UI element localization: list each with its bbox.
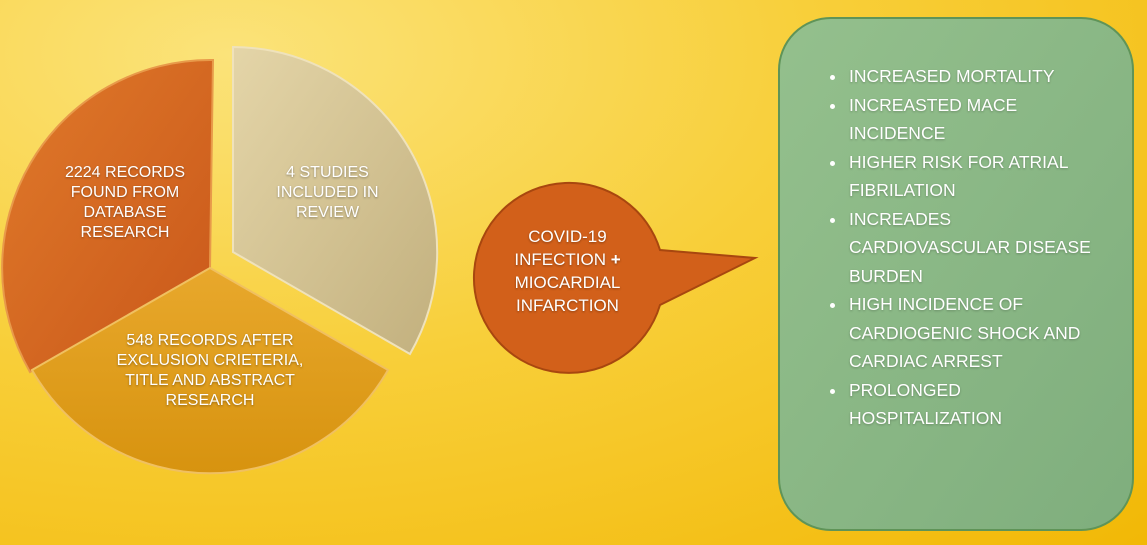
- segment-label: 4 STUDIES INCLUDED IN REVIEW: [276, 164, 379, 221]
- center-drop: [472, 181, 759, 374]
- pie-segment-orange: [1, 58, 215, 374]
- outcome-item: PROLONGED HOSPITALIZATION: [847, 376, 1117, 433]
- outcomes-list: INCREASED MORTALITYINCREASTED MACE INCID…: [812, 62, 1117, 433]
- pie-segment-beige: [232, 45, 439, 356]
- center-label: COVID-19 INFECTION + MIOCARDIAL INFARCTI…: [505, 225, 630, 317]
- outcome-item: INCREASTED MACE INCIDENCE: [847, 91, 1117, 148]
- center-plus: +: [610, 250, 621, 269]
- segment-label: 548 RECORDS AFTER EXCLUSION CRIETERIA, T…: [116, 332, 304, 409]
- outcome-item: INCREADES CARDIOVASCULAR DISEASE BURDEN: [847, 205, 1117, 291]
- segment-label: 2224 RECORDS FOUND FROM DATABASE RESEARC…: [64, 164, 186, 241]
- center-line1: COVID-19 INFECTION: [514, 227, 607, 269]
- outcome-item: INCREASED MORTALITY: [847, 62, 1117, 91]
- outcome-item: HIGH INCIDENCE OF CARDIOGENIC SHOCK AND …: [847, 290, 1117, 376]
- outcome-item: HIGHER RISK FOR ATRIAL FIBRILATION: [847, 148, 1117, 205]
- center-line2: MIOCARDIAL INFARCTION: [514, 273, 621, 315]
- pie-segment-gold: [30, 266, 390, 475]
- outcomes-box: [778, 17, 1134, 531]
